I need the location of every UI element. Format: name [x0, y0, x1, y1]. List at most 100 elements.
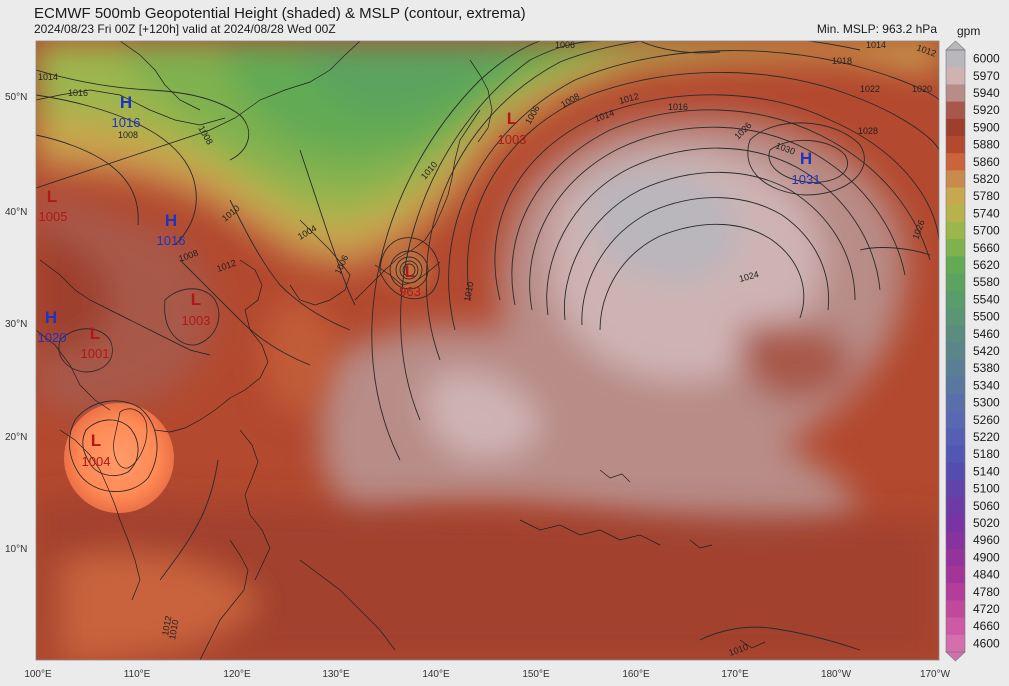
colorbar-level-label: 5740 [973, 206, 1000, 220]
colorbar-level-label: 4960 [973, 533, 1000, 547]
colorbar-extend-top [945, 40, 966, 51]
low-pressure-center: L 1005 [39, 187, 68, 224]
colorbar-swatch [946, 308, 965, 326]
isobar-label: 1014 [38, 72, 58, 82]
high-marker: H [165, 211, 177, 230]
colorbar-swatch [946, 600, 965, 619]
colorbar-level-label: 5860 [973, 155, 1000, 169]
colorbar-swatch [946, 514, 965, 533]
colorbar-level-label: 5500 [973, 310, 1000, 324]
colorbar-swatch [946, 187, 965, 206]
colorbar-swatch [946, 445, 965, 464]
pressure-value: 1016 [157, 233, 186, 248]
colorbar-level-label: 4720 [973, 602, 1000, 616]
low-marker: L [91, 431, 101, 450]
colorbar-swatch [946, 566, 965, 584]
colorbar-swatch [946, 101, 965, 120]
isobar-label: 1010 [167, 619, 180, 640]
isobar-label: 1008 [118, 130, 138, 140]
height-field-shading [36, 41, 939, 660]
map-title: ECMWF 500mb Geopotential Height (shaded)… [34, 5, 526, 22]
lon-label: 150°E [522, 669, 550, 680]
colorbar-swatch [946, 84, 965, 103]
typhoon-low-center: L 963 [399, 262, 421, 299]
colorbar-level-label: 5700 [973, 224, 1000, 238]
low-marker: L [507, 109, 517, 128]
colorbar-level-label: 5100 [973, 482, 1000, 496]
colorbar-frame [945, 49, 966, 653]
colorbar-level-label: 5260 [973, 413, 1000, 427]
isobar-label: 1006 [555, 40, 575, 50]
colorbar-swatch [946, 394, 965, 412]
colorbar-swatch [946, 411, 965, 429]
isobar-label: 1010 [462, 281, 475, 302]
high-pressure-center: H 1031 [792, 149, 821, 187]
pressure-value: 963 [399, 284, 421, 299]
colorbar-level-label: 4900 [973, 550, 1000, 564]
isobar-label: 1016 [668, 102, 688, 112]
colorbar-swatch [946, 428, 965, 447]
lon-label: 140°E [422, 669, 450, 680]
isobar-label: 1022 [860, 84, 880, 94]
colorbar-swatch [946, 497, 965, 515]
high-pressure-center: H 1020 [38, 308, 67, 345]
lat-label: 50°N [5, 92, 27, 103]
lat-label: 20°N [5, 432, 27, 443]
colorbar-level-label: 5380 [973, 361, 1000, 375]
pressure-value: 1003 [498, 132, 527, 147]
colorbar-swatch [946, 222, 965, 240]
typhoon-warm-core [64, 403, 174, 513]
isobar-label: 1014 [866, 40, 886, 50]
colorbar-swatch [946, 239, 965, 257]
map-frame [35, 40, 940, 661]
low-pressure-center: L 1004 [82, 431, 111, 469]
colorbar-level-label: 5970 [973, 69, 1000, 83]
latitude-labels: 50°N 40°N 30°N 20°N 10°N [5, 92, 27, 555]
colorbar-swatch [946, 325, 965, 343]
longitude-labels: 100°E 110°E 120°E 130°E 140°E 150°E 160°… [24, 669, 950, 680]
mslp-isobars [36, 41, 939, 651]
isobar-label: 1012 [160, 615, 173, 636]
colorbar-swatch [946, 634, 965, 653]
pressure-value: 1020 [38, 330, 67, 345]
high-pressure-center: H 1016 [157, 211, 186, 248]
colorbar-level-label: 6000 [973, 52, 1000, 66]
lon-label: 170°W [920, 669, 951, 680]
colorbar-swatch [946, 273, 965, 292]
lat-label: 40°N [5, 207, 27, 218]
colorbar-level-label: 5920 [973, 103, 1000, 117]
colorbar-level-label: 5580 [973, 275, 1000, 289]
colorbar-swatch [946, 50, 965, 68]
colorbar-level-label: 5340 [973, 378, 1000, 392]
colorbar-level-label: 5180 [973, 447, 1000, 461]
colorbar-swatch [946, 170, 965, 189]
colorbar-level-label: 5620 [973, 258, 1000, 272]
lon-label: 160°E [622, 669, 650, 680]
colorbar-units: gpm [957, 24, 981, 38]
colorbar-level-label: 4840 [973, 568, 1000, 582]
map-subtitle: 2024/08/23 Fri 00Z [+120h] valid at 2024… [34, 22, 336, 36]
colorbar-level-label: 5820 [973, 172, 1000, 186]
colorbar-swatch [946, 583, 965, 601]
high-marker: H [45, 308, 57, 327]
lon-label: 120°E [223, 669, 251, 680]
colorbar-swatch [946, 376, 965, 395]
low-marker: L [47, 187, 57, 206]
pressure-value: 1005 [39, 209, 68, 224]
colorbar-swatch [946, 480, 965, 498]
lat-label: 30°N [5, 319, 27, 330]
low-pressure-center: L 1001 [81, 324, 110, 361]
colorbar-level-label: 5060 [973, 499, 1000, 513]
lon-label: 100°E [24, 669, 52, 680]
pressure-value: 1001 [81, 346, 110, 361]
high-marker: H [800, 149, 812, 168]
high-marker: H [120, 93, 132, 112]
pressure-value: 1031 [792, 172, 821, 187]
colorbar-level-label: 5140 [973, 464, 1000, 478]
colorbar-swatch [946, 342, 965, 361]
colorbar-level-label: 5460 [973, 327, 1000, 341]
isobar-label: 1018 [832, 56, 852, 66]
colorbar-swatch [946, 118, 965, 137]
lon-label: 180°W [821, 669, 852, 680]
